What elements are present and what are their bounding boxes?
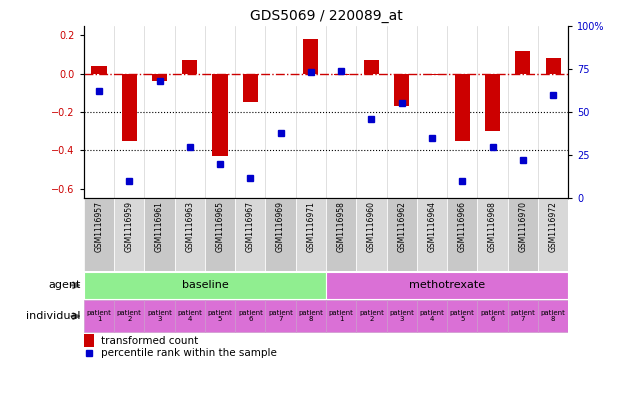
Bar [478,300,508,332]
Bar [447,198,478,271]
Text: patient
1: patient 1 [329,310,353,322]
Text: GSM1116971: GSM1116971 [306,201,315,252]
Bar [386,300,417,332]
Bar [356,300,386,332]
Bar [296,300,326,332]
Text: GSM1116959: GSM1116959 [125,201,134,252]
Bar [114,300,145,332]
Text: GSM1116968: GSM1116968 [488,201,497,252]
Text: patient
5: patient 5 [450,310,474,322]
Bar [122,73,137,141]
Bar [243,73,258,103]
Bar [485,73,500,131]
Text: patient
2: patient 2 [359,310,384,322]
Text: GSM1116958: GSM1116958 [337,201,346,252]
Text: agent: agent [48,280,81,290]
Text: methotrexate: methotrexate [409,280,485,290]
Title: GDS5069 / 220089_at: GDS5069 / 220089_at [250,9,402,23]
Bar [386,198,417,271]
Text: GSM1116972: GSM1116972 [548,201,558,252]
Bar [84,334,94,347]
Text: GSM1116964: GSM1116964 [427,201,437,252]
Bar [508,198,538,271]
Text: GSM1116970: GSM1116970 [519,201,527,252]
Bar [266,300,296,332]
Text: percentile rank within the sample: percentile rank within the sample [101,348,277,358]
Bar [296,198,326,271]
Bar [364,60,379,73]
Bar [303,39,319,73]
Text: patient
4: patient 4 [420,310,445,322]
Text: GSM1116957: GSM1116957 [94,201,104,252]
Bar [144,198,175,271]
Bar [545,58,561,73]
Bar [515,51,530,73]
Bar [84,300,114,332]
Bar [356,198,386,271]
Text: transformed count: transformed count [101,336,198,345]
Text: GSM1116960: GSM1116960 [367,201,376,252]
Text: GSM1116967: GSM1116967 [246,201,255,252]
Text: patient
7: patient 7 [510,310,535,322]
Bar [447,300,478,332]
Bar [114,198,145,271]
Text: patient
8: patient 8 [541,310,566,322]
Text: GSM1116965: GSM1116965 [215,201,225,252]
Bar [144,300,175,332]
Bar [538,198,568,271]
Bar [508,300,538,332]
Bar [84,198,114,271]
Text: patient
3: patient 3 [147,310,172,322]
Text: individual: individual [26,311,81,321]
Bar [326,272,568,299]
Bar [417,300,447,332]
Text: baseline: baseline [181,280,229,290]
Text: patient
8: patient 8 [299,310,324,322]
Bar [266,198,296,271]
Bar [478,198,508,271]
Text: patient
4: patient 4 [178,310,202,322]
Text: patient
5: patient 5 [207,310,232,322]
Bar [152,73,167,81]
Bar [424,73,440,75]
Bar [212,73,228,156]
Bar [91,66,107,73]
Text: patient
6: patient 6 [238,310,263,322]
Text: patient
2: patient 2 [117,310,142,322]
Text: GSM1116966: GSM1116966 [458,201,467,252]
Bar [455,73,470,141]
Bar [235,300,266,332]
Text: GSM1116961: GSM1116961 [155,201,164,252]
Bar [538,300,568,332]
Text: patient
3: patient 3 [389,310,414,322]
Bar [205,198,235,271]
Text: patient
7: patient 7 [268,310,293,322]
Bar [235,198,266,271]
Bar [175,198,205,271]
Bar [326,198,356,271]
Text: GSM1116962: GSM1116962 [397,201,406,252]
Bar [84,272,326,299]
Bar [394,73,409,106]
Bar [182,60,197,73]
Text: patient
1: patient 1 [86,310,111,322]
Bar [326,300,356,332]
Bar [333,73,349,75]
Bar [417,198,447,271]
Text: patient
6: patient 6 [480,310,505,322]
Bar [205,300,235,332]
Bar [175,300,205,332]
Text: GSM1116969: GSM1116969 [276,201,285,252]
Text: GSM1116963: GSM1116963 [185,201,194,252]
